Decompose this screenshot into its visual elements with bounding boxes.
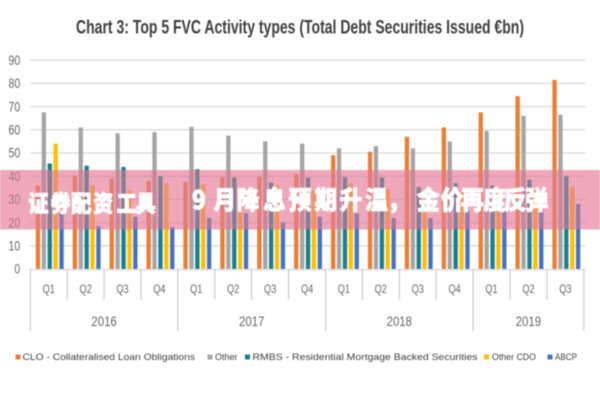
svg-text:Q3: Q3	[116, 282, 129, 296]
svg-text:Chart 3: Top 5 FVC Activity ty: Chart 3: Top 5 FVC Activity types (Total…	[76, 17, 524, 39]
svg-text:Q3: Q3	[412, 282, 425, 296]
svg-text:10: 10	[9, 238, 21, 254]
svg-text:Q4: Q4	[301, 282, 314, 296]
svg-text:Q3: Q3	[264, 282, 277, 296]
svg-text:Other CDO: Other CDO	[492, 352, 536, 363]
svg-text:2018: 2018	[387, 313, 413, 329]
svg-text:2019: 2019	[516, 313, 542, 329]
svg-text:80: 80	[9, 75, 21, 91]
svg-text:Q2: Q2	[80, 282, 93, 296]
svg-text:Q4: Q4	[153, 282, 166, 296]
svg-text:Q1: Q1	[338, 282, 351, 296]
svg-text:Q4: Q4	[448, 282, 461, 296]
svg-text:Q1: Q1	[43, 282, 56, 296]
svg-text:50: 50	[9, 145, 21, 161]
svg-text:ABCP: ABCP	[555, 352, 577, 363]
svg-text:Q2: Q2	[375, 282, 388, 296]
svg-text:90: 90	[9, 52, 21, 68]
svg-text:Other: Other	[215, 352, 238, 363]
svg-text:Q2: Q2	[227, 282, 240, 296]
svg-text:Q3: Q3	[559, 282, 572, 296]
svg-text:Q2: Q2	[522, 282, 535, 296]
svg-text:RMBS - Residential Mortgage Ba: RMBS - Residential Mortgage Backed Secur…	[253, 352, 478, 363]
svg-text:60: 60	[9, 122, 21, 138]
svg-text:2017: 2017	[239, 313, 265, 329]
svg-text:70: 70	[9, 98, 21, 114]
svg-text:CLO - Collateralised Loan Obl: CLO - Collateralised Loan Obligations	[23, 352, 196, 363]
svg-text:Q1: Q1	[190, 282, 203, 296]
svg-text:2016: 2016	[91, 313, 117, 329]
svg-text:0: 0	[14, 261, 20, 277]
svg-text:Q1: Q1	[485, 282, 498, 296]
